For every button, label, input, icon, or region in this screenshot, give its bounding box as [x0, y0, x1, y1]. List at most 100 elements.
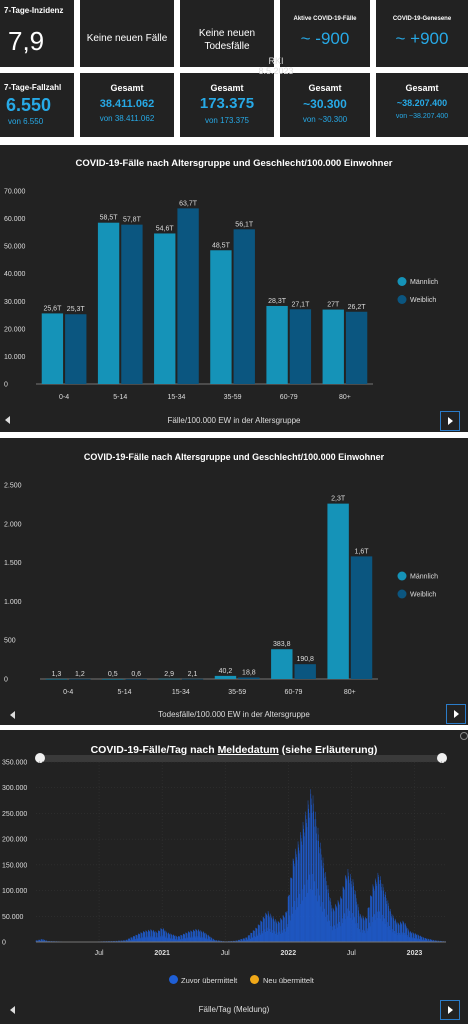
bar-female	[69, 678, 91, 680]
y-tick-label: 350.000	[2, 760, 27, 767]
total-recovered-value: ~38.207.400	[396, 98, 448, 108]
y-tick-label: 2.500	[4, 483, 22, 490]
chart1-next-button[interactable]	[440, 411, 460, 431]
data-label: 57,8T	[123, 217, 142, 224]
incidence-value: 7,9	[8, 26, 45, 56]
total-cases-label: Gesamt	[110, 83, 144, 93]
data-label: 56,1T	[235, 221, 254, 228]
bar-male	[271, 649, 293, 679]
bar-female	[177, 208, 199, 384]
legend-dot-male	[397, 277, 407, 286]
tile-recovered: COVID-19-Genesene ~ +900	[376, 0, 468, 67]
total-cases-sub: von 38.411.062	[99, 114, 155, 123]
y-tick-label: 50.000	[4, 244, 26, 251]
data-label: 40,2	[219, 668, 233, 675]
bar-female	[345, 311, 368, 384]
x-tick-label: 2022	[281, 950, 297, 957]
slider-handle-left	[35, 753, 45, 763]
data-label: 2,3T	[331, 496, 346, 503]
active-cases-value: ~ -900	[300, 29, 350, 48]
chart3-next-button[interactable]	[440, 1000, 460, 1020]
legend-label-female: Weiblich	[410, 592, 436, 599]
tile-7day-cases: 7-Tage-Fallzahl 6.550 von 6.550	[0, 73, 74, 137]
x-tick-label: 35-59	[224, 394, 242, 401]
bar-male	[327, 503, 349, 679]
y-tick-label: 2.000	[4, 521, 22, 528]
data-label: 63,7T	[179, 200, 198, 207]
legend-new-dot	[250, 975, 259, 984]
bar-female	[65, 314, 87, 384]
bar-male	[154, 233, 176, 384]
legend-dot-male	[397, 571, 407, 581]
y-tick-label: 300.000	[2, 785, 27, 792]
cases-by-age-panel: COVID-19-Fälle nach Altersgruppe und Ges…	[0, 145, 468, 432]
bar-female	[294, 664, 316, 679]
bar-female	[350, 556, 373, 679]
bar-female	[181, 678, 204, 680]
data-label: 25,3T	[67, 306, 86, 313]
x-tick-label: 80+	[339, 394, 351, 401]
data-label: 383,8	[273, 641, 291, 648]
tile-total-recovered: Gesamt ~38.207.400 von ~38.207.400	[376, 73, 468, 137]
tile-active-cases: Aktive COVID-19-Fälle ~ -900	[280, 0, 370, 67]
chart1-title: COVID-19-Fälle nach Altersgruppe und Ges…	[75, 158, 393, 169]
bar-male	[41, 313, 64, 384]
y-tick-label: 50.000	[2, 914, 24, 921]
y-tick-label: 200.000	[2, 837, 27, 844]
active-cases-label: Aktive COVID-19-Fälle	[293, 16, 357, 22]
chart3-title-link[interactable]: Meldedatum	[217, 744, 279, 756]
recovered-value: ~ +900	[395, 29, 449, 48]
bar-male	[266, 305, 288, 384]
7day-cases-label: 7-Tage-Fallzahl	[4, 83, 62, 92]
total-deaths-label: Gesamt	[210, 83, 244, 93]
y-tick-label: 250.000	[2, 811, 27, 818]
bar-male	[214, 675, 237, 679]
no-new-deaths-text: Keine neuen Todesfälle	[198, 28, 256, 52]
data-label: 0,6	[131, 671, 141, 678]
y-tick-label: 1.000	[4, 599, 22, 606]
7day-cases-sub: von 6.550	[8, 117, 44, 126]
x-tick-label: 2023	[407, 950, 423, 957]
chart2-title: COVID-19-Fälle nach Altersgruppe und Ges…	[83, 452, 385, 462]
data-label: 26,2T	[348, 304, 367, 311]
y-tick-label: 30.000	[4, 299, 26, 306]
y-tick-label: 500	[4, 638, 16, 645]
bar-male	[45, 678, 68, 680]
tile-new-deaths: Keine neuen Todesfälle	[180, 0, 274, 67]
x-tick-label: 60-79	[280, 394, 298, 401]
bar-male	[102, 678, 124, 680]
x-tick-label: 80+	[344, 689, 356, 696]
total-cases-value: 38.411.062	[99, 98, 155, 110]
cases-by-age-chart: 0 10.000 20.000 30.000 40.000 50.000 60.000 70.…	[4, 189, 438, 402]
bar-male	[97, 222, 120, 384]
bar-male	[322, 309, 344, 384]
chart2-next-button[interactable]	[446, 704, 466, 724]
y-tick-label: 100.000	[2, 888, 27, 895]
data-label: 27,1T	[291, 301, 310, 308]
y-tick-label: 10.000	[4, 354, 26, 361]
x-tick-label: 2021	[154, 950, 170, 957]
x-tick-label: 60-79	[285, 689, 303, 696]
x-tick-label: 5-14	[117, 689, 131, 696]
data-label: 25,6T	[43, 305, 62, 312]
tile-total-cases: Gesamt 38.411.062 von 38.411.062	[80, 73, 174, 137]
recovered-label: COVID-19-Genesene	[392, 16, 452, 22]
data-label: 0,5	[108, 671, 118, 678]
7day-cases-value: 6.550	[6, 95, 52, 115]
legend-new-label: Neu übermittelt	[263, 976, 314, 985]
data-label: 27T	[327, 302, 340, 309]
chart1-prev-icon[interactable]	[5, 416, 10, 424]
chart3-xlabel: Fälle/Tag (Meldung)	[198, 1005, 270, 1014]
y-tick-label: 70.000	[4, 189, 26, 196]
data-label: 2,1	[188, 671, 198, 678]
chart3-prev-icon[interactable]	[10, 1006, 15, 1014]
chart2-prev-icon[interactable]	[10, 711, 15, 719]
x-tick-label: 5-14	[113, 394, 127, 401]
total-deaths-value: 173.375	[199, 95, 255, 112]
x-tick-label: Jul	[347, 950, 356, 957]
time-slider-track	[36, 755, 446, 762]
data-label: 1,3	[52, 671, 62, 678]
total-recovered-sub: von ~38.207.400	[395, 113, 449, 120]
total-active-value: ~30.300	[303, 97, 347, 111]
y-tick-label: 60.000	[4, 216, 26, 223]
